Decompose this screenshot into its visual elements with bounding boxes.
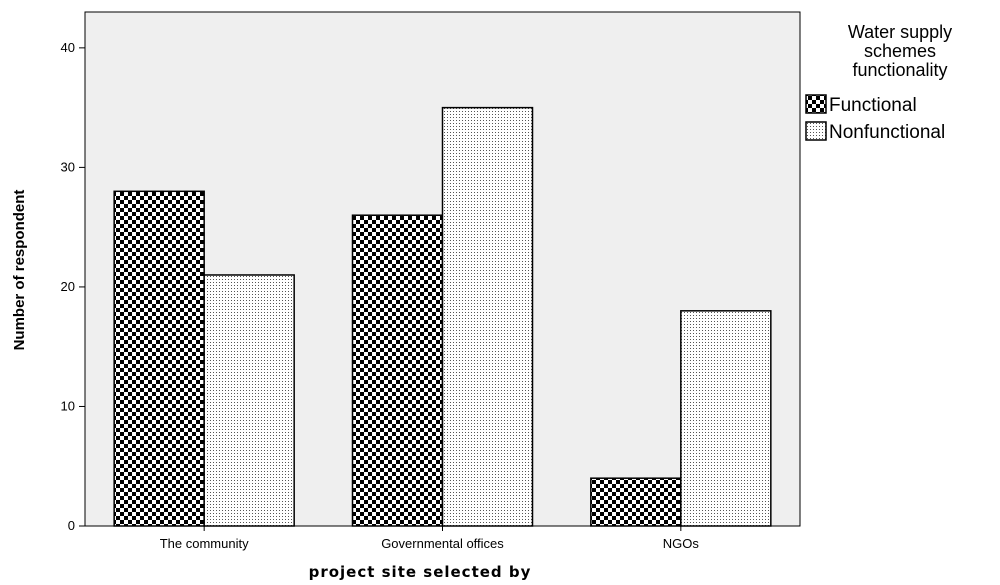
- legend-title-line: functionality: [852, 60, 947, 80]
- bar-nonfunctional-1: [203, 274, 295, 527]
- y-tick-label: 0: [68, 518, 75, 533]
- y-tick-label: 10: [61, 398, 75, 413]
- legend-label-functional: Functional: [829, 95, 917, 116]
- legend: Water supply schemes functionality Funct…: [805, 22, 952, 143]
- y-tick-label: 30: [61, 159, 75, 174]
- x-axis: The community Governmental offices NGOs: [160, 526, 700, 551]
- bars: [113, 106, 772, 527]
- legend-title-line: schemes: [864, 41, 936, 61]
- legend-title-line: Water supply: [848, 22, 952, 42]
- x-tick-label: Governmental offices: [381, 536, 504, 551]
- y-axis: 0 10 20 30 40: [61, 40, 85, 533]
- y-tick-label: 20: [61, 279, 75, 294]
- x-tick-label: NGOs: [663, 536, 700, 551]
- x-tick-label: The community: [160, 536, 249, 551]
- bar-nonfunctional-3: [680, 310, 772, 527]
- bar-functional-1: [113, 190, 205, 527]
- y-tick-label: 40: [61, 40, 75, 55]
- legend-swatch-functional: [805, 94, 827, 114]
- bar-functional-3: [590, 477, 682, 527]
- y-axis-label: Number of respondent: [11, 190, 28, 351]
- legend-label-nonfunctional: Nonfunctional: [829, 122, 945, 143]
- bar-functional-2: [351, 214, 444, 527]
- bar-nonfunctional-2: [441, 106, 534, 527]
- x-axis-label: project site selected by: [309, 563, 532, 581]
- legend-swatch-nonfunctional: [805, 121, 827, 141]
